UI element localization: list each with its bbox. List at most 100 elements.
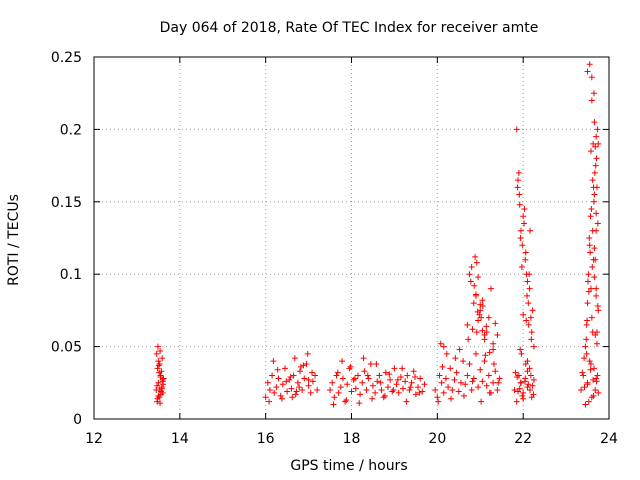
x-axis-label: GPS time / hours	[290, 458, 407, 474]
data-point	[584, 381, 591, 388]
data-point	[387, 376, 394, 383]
data-point	[592, 387, 599, 394]
data-point	[290, 372, 297, 379]
data-point	[518, 350, 525, 357]
data-point	[468, 263, 475, 270]
data-point	[292, 391, 299, 398]
data-point	[466, 360, 473, 367]
data-point	[333, 372, 340, 379]
data-point	[528, 329, 535, 336]
data-point	[412, 391, 419, 398]
data-point	[594, 126, 601, 133]
data-point	[393, 381, 400, 388]
data-point	[367, 360, 374, 367]
data-point	[309, 369, 316, 376]
data-point	[580, 372, 587, 379]
data-point	[448, 395, 455, 402]
data-point	[512, 369, 519, 376]
data-point	[496, 375, 503, 382]
data-point	[511, 387, 518, 394]
data-point	[158, 385, 165, 392]
data-point	[524, 358, 531, 365]
data-point	[516, 201, 523, 208]
data-point	[582, 401, 589, 408]
data-point	[487, 285, 494, 292]
data-point	[155, 362, 162, 369]
data-point	[449, 387, 456, 394]
data-point	[412, 374, 419, 381]
data-point	[157, 388, 164, 395]
data-point	[300, 362, 307, 369]
data-point	[279, 381, 286, 388]
data-point	[578, 387, 585, 394]
data-point	[479, 378, 486, 385]
data-point	[369, 395, 376, 402]
data-point	[592, 332, 599, 339]
data-point	[376, 372, 383, 379]
data-point	[335, 389, 342, 396]
data-point	[525, 381, 532, 388]
data-point	[523, 317, 530, 324]
data-point	[593, 133, 600, 140]
data-point	[283, 378, 290, 385]
data-point	[495, 379, 502, 386]
data-point	[588, 97, 595, 104]
data-point	[467, 278, 474, 285]
data-point	[410, 368, 417, 375]
data-point	[157, 347, 164, 354]
data-point	[479, 303, 486, 310]
data-point	[452, 355, 459, 362]
data-point	[591, 274, 598, 281]
data-point	[384, 384, 391, 391]
data-point	[465, 336, 472, 343]
data-point	[494, 387, 501, 394]
y-tick-label: 0.15	[51, 195, 82, 211]
y-tick-label: 0.2	[60, 122, 82, 138]
data-point	[380, 394, 387, 401]
data-point	[478, 398, 485, 405]
data-point	[530, 391, 537, 398]
data-point	[303, 360, 310, 367]
data-point	[373, 360, 380, 367]
data-point	[595, 389, 602, 396]
data-point	[417, 375, 424, 382]
data-point	[516, 385, 523, 392]
data-point	[593, 285, 600, 292]
data-point	[524, 278, 531, 285]
data-point	[520, 213, 527, 220]
data-point	[594, 303, 601, 310]
data-point	[419, 388, 426, 395]
data-point	[305, 376, 312, 383]
data-point	[475, 274, 482, 281]
data-point	[490, 346, 497, 353]
data-point	[527, 314, 534, 321]
data-point	[266, 387, 273, 394]
data-point	[494, 332, 501, 339]
data-point	[389, 388, 396, 395]
data-point	[486, 349, 493, 356]
data-point	[526, 285, 533, 292]
data-point	[589, 177, 596, 184]
data-point	[486, 389, 493, 396]
data-point	[587, 148, 594, 155]
data-point	[390, 387, 397, 394]
data-point	[490, 340, 497, 347]
y-axis-label: ROTI / TECUs	[6, 194, 22, 286]
data-point	[594, 372, 601, 379]
data-point	[278, 395, 285, 402]
data-point	[520, 311, 527, 318]
x-tick-label: 14	[171, 431, 189, 447]
data-point	[587, 213, 594, 220]
data-point	[525, 300, 532, 307]
data-point	[156, 360, 163, 367]
data-point	[304, 350, 311, 357]
chart-title: Day 064 of 2018, Rate Of TEC Index for r…	[160, 20, 539, 36]
data-point	[521, 378, 528, 385]
data-point	[154, 395, 161, 402]
data-point	[299, 387, 306, 394]
data-point	[591, 245, 598, 252]
data-point	[588, 314, 595, 321]
data-point	[590, 392, 597, 399]
data-point	[514, 374, 521, 381]
